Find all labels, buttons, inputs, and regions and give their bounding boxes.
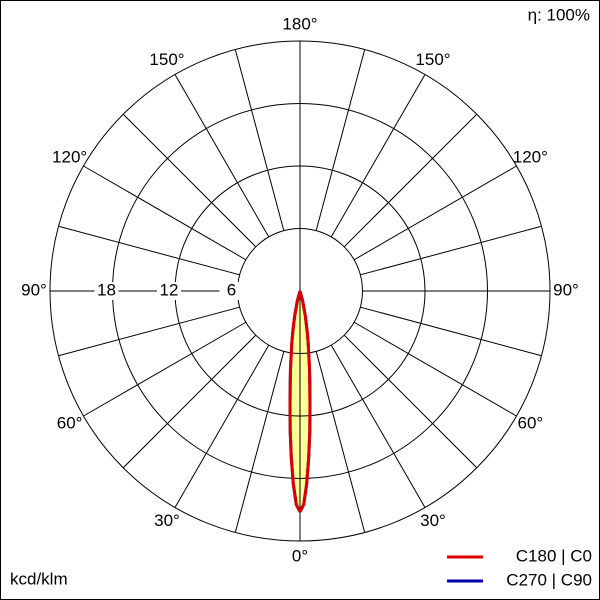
ring-label: 12 <box>160 280 179 299</box>
angle-label: 30° <box>420 511 446 530</box>
radial-line <box>360 306 542 357</box>
ring-label: 18 <box>97 280 116 299</box>
angle-label: 120° <box>52 147 87 166</box>
ring-label-bg <box>157 282 181 300</box>
radial-line <box>360 225 542 276</box>
intensity-curve <box>288 290 302 513</box>
radial-line <box>58 225 240 276</box>
legend-label: C270 | C90 <box>506 570 592 589</box>
ring-label-bg <box>219 282 244 300</box>
radial-line <box>122 334 257 469</box>
angle-label: 60° <box>57 413 83 432</box>
radial-line <box>343 334 478 469</box>
unit-label: kcd/klm <box>10 569 68 588</box>
ring-label-bg <box>94 282 119 300</box>
angle-label: 60° <box>518 413 544 432</box>
radial-line <box>174 344 270 508</box>
angle-label: 90° <box>553 280 579 299</box>
radial-line <box>122 113 257 248</box>
angle-label: 180° <box>282 14 317 33</box>
efficiency: η: 100% <box>528 5 590 24</box>
angle-label: 0° <box>292 546 308 565</box>
radial-line <box>234 49 285 231</box>
angle-label: 120° <box>513 147 548 166</box>
radial-line <box>83 321 247 417</box>
intensity-curve <box>298 290 312 513</box>
legend-label: C180 | C0 <box>516 546 592 565</box>
radial-line <box>353 165 517 261</box>
radial-line <box>234 351 285 533</box>
angle-label: 150° <box>149 50 184 69</box>
radial-line <box>315 351 366 533</box>
angle-label: 30° <box>154 511 180 530</box>
radial-line <box>83 165 247 261</box>
angle-label: 150° <box>415 50 450 69</box>
angle-label: 90° <box>21 280 47 299</box>
radial-line <box>58 306 240 357</box>
radial-line <box>343 113 478 248</box>
radial-line <box>315 49 366 231</box>
ring-label: 6 <box>227 280 236 299</box>
radial-line <box>174 74 270 238</box>
radial-line <box>330 74 426 238</box>
radial-line <box>330 344 426 508</box>
radial-line <box>353 321 517 417</box>
